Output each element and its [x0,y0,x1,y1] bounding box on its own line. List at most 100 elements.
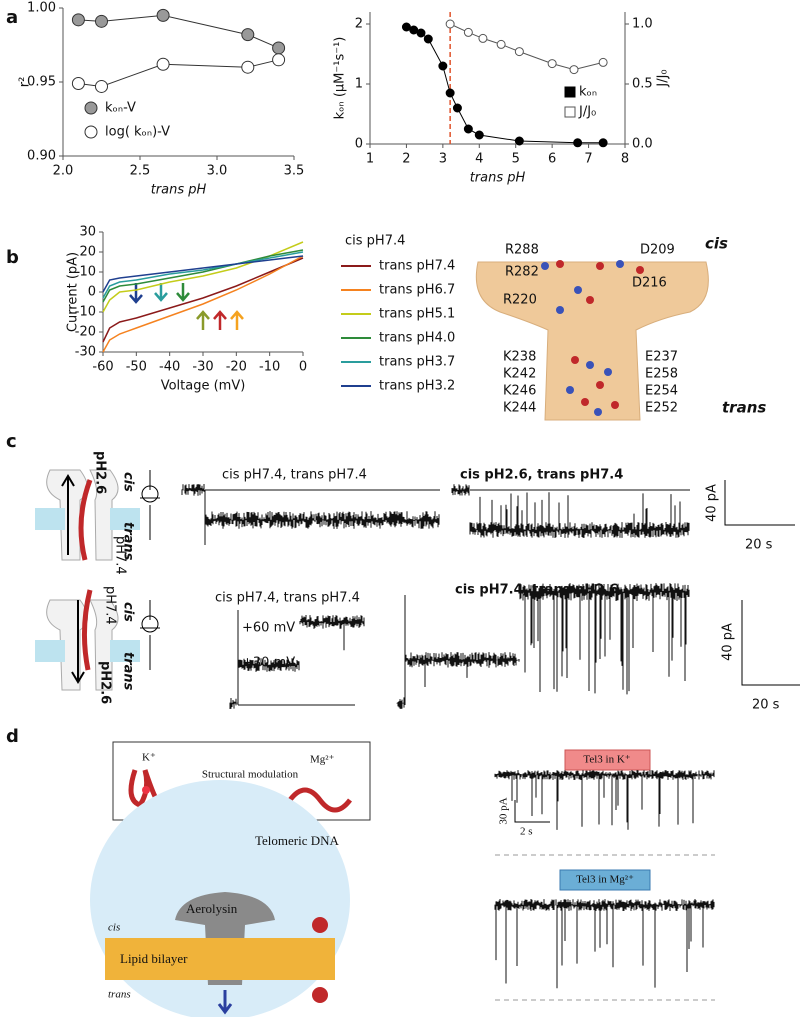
x-tick-label: 7 [584,152,592,167]
trace-title: cis pH7.4, trans pH7.4 [215,591,360,606]
series-line [102,249,304,303]
x-tick-label: -20 [226,360,247,375]
x-tick-label: 5 [512,152,520,167]
marker [478,33,488,43]
dna-label: Telomeric DNA [255,833,340,848]
marker [496,39,506,49]
y-tick-label: 0.95 [27,75,56,90]
trace-title: cis pH2.6, trans pH7.4 [460,468,623,483]
panel-label: a [6,7,18,28]
x-tick-label: 3.0 [207,164,228,179]
x-tick-label: -50 [126,360,147,375]
scale-bar [514,800,550,823]
y-axis-label: Current (pA) [66,252,81,332]
x-tick-label: 2.5 [130,164,151,179]
legend-label: J/J₀ [578,105,596,120]
marker [156,57,170,71]
scale-label: 40 pA [721,623,736,661]
legend-label: trans pH6.7 [379,283,455,298]
arrow-label: Structural modulation [202,769,299,781]
legend-swatch [564,86,576,98]
current-trace [396,583,690,709]
marker [514,47,524,57]
scale-label: 20 s [752,698,780,713]
x-axis-label: trans pH [470,171,526,186]
y2-tick-label: 0.0 [632,137,653,152]
legend-swatch [84,125,98,139]
trace-title: Tel3 in Mg²⁺ [576,874,634,886]
schematic-label: pH7.4 [113,536,128,575]
marker [474,130,484,140]
y2-tick-label: 0.5 [632,77,653,92]
legend-swatch [564,106,576,118]
y-tick-label: -20 [75,325,96,340]
y-tick-label: 2 [355,17,363,32]
pore-label: Aerolysin [186,901,238,916]
marker [416,28,426,38]
scale-bar [724,480,800,686]
marker [514,136,524,146]
side-label: cis [705,235,728,253]
pore-structure [475,260,709,421]
legend-label: kₒₙ-V [105,101,136,116]
trace-baseline [204,489,690,545]
marker [272,41,286,55]
marker [463,27,473,37]
schematic-label: cis [121,472,136,492]
y-tick-label: 0.90 [27,149,56,164]
series-line [102,251,304,299]
legend-label: trans pH3.2 [379,379,455,394]
telomere-schematic [90,741,371,1017]
marker [156,8,170,22]
marker [438,61,448,71]
current-trace [181,484,440,529]
residue-label: E258 [645,367,678,382]
residue-label: R220 [503,293,537,308]
title-box [559,869,651,891]
x-tick-label: -60 [92,360,113,375]
current-trace [229,615,365,709]
x-tick-label: 1 [366,152,374,167]
residue-label: E254 [645,384,678,399]
x-tick-label: -30 [192,360,213,375]
residue-label: E237 [645,350,678,365]
residue-label: D216 [632,276,667,291]
x-tick-label: 2 [402,152,410,167]
residue-label: K242 [503,367,536,382]
marker [71,13,85,27]
legend-label: trans pH3.7 [379,355,455,370]
scale-label: 40 pA [705,484,720,522]
marker [598,138,608,148]
baseline [495,854,715,1001]
y-tick-label: 10 [79,265,96,280]
x-axis-label: Voltage (mV) [161,379,246,394]
schematic-label: trans [121,652,136,691]
panel-label: c [6,431,17,452]
legend-title: cis pH7.4 [345,234,405,249]
current-trace [494,770,715,830]
y-tick-label: 1 [355,77,363,92]
series-line [449,23,604,71]
marker [463,124,473,134]
marker [445,88,455,98]
marker [95,79,108,93]
residue-label: K238 [503,350,536,365]
y-tick-label: -30 [75,345,96,360]
legend-label: log( kₒₙ)-V [105,125,170,140]
y-tick-label: 0 [88,285,96,300]
trace-title: Tel3 in K⁺ [583,754,630,766]
schematic-label: pH2.6 [98,661,113,704]
schematic-label: cis [121,602,136,622]
axis [369,12,626,145]
x-tick-label: 3 [439,152,447,167]
title-box [564,749,651,771]
marker [547,59,557,69]
marker [241,28,255,42]
x-tick-label: -10 [259,360,280,375]
y2-axis-label: J/J₀ [656,69,671,87]
scale-label: 30 pA [498,797,510,824]
marker [423,34,433,44]
ion-label: K⁺ [142,752,156,764]
marker [452,103,462,113]
